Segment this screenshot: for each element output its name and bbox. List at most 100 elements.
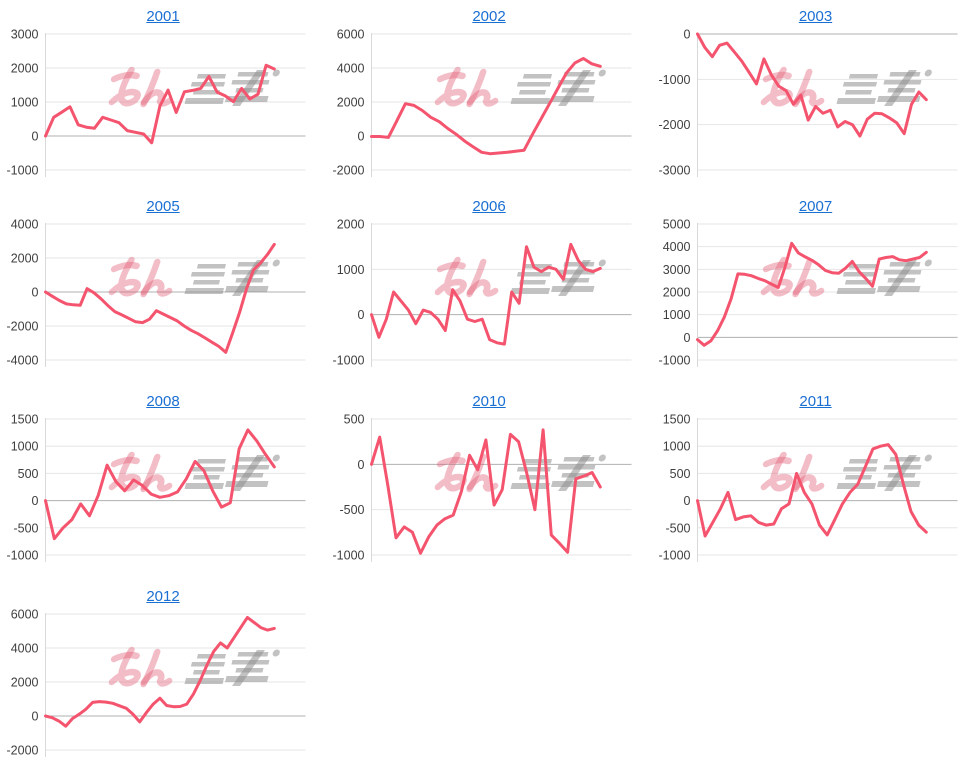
year-link[interactable]: 2003 <box>798 8 833 25</box>
data-series-line <box>370 57 602 156</box>
y-tick-label: -1000 <box>7 549 39 563</box>
y-tick-label: 4000 <box>11 218 39 232</box>
y-tick-label: 5000 <box>663 218 691 232</box>
y-tick-label: 1000 <box>11 96 39 110</box>
y-tick-label: 0 <box>358 130 365 144</box>
data-series-line <box>370 242 602 346</box>
chart-title: 2003 <box>652 0 979 28</box>
year-link[interactable]: 2011 <box>799 393 832 410</box>
year-link[interactable]: 2005 <box>146 198 180 215</box>
y-tick-label: -1000 <box>333 354 365 368</box>
y-tick-label: 2000 <box>11 62 39 76</box>
y-tick-label: -2000 <box>659 118 691 132</box>
year-chart-card: 2007 5000 4000 3000 2000 1000 0 -1000 <box>652 190 979 385</box>
chart-title: 2007 <box>652 190 979 218</box>
year-chart-card: 2001 3000 2000 1000 0 -1000 <box>0 0 326 190</box>
y-tick-label: 500 <box>18 467 39 481</box>
line-chart: 1500 1000 500 0 -500 -1000 <box>659 413 958 563</box>
year-link[interactable]: 2008 <box>146 393 180 410</box>
data-series-line <box>44 428 276 541</box>
y-tick-label: -1000 <box>333 549 365 563</box>
minkabu-watermark-icon <box>108 256 280 298</box>
chart-title: 2012 <box>0 580 326 608</box>
y-tick-label: 0 <box>32 494 39 508</box>
y-tick-label: 4000 <box>337 62 365 76</box>
y-tick-label: 1000 <box>337 263 365 277</box>
minkabu-watermark-icon <box>760 66 932 108</box>
year-link[interactable]: 2007 <box>798 198 833 215</box>
y-tick-label: 1500 <box>11 413 39 427</box>
year-link[interactable]: 2002 <box>472 8 506 25</box>
y-tick-label: 2000 <box>337 218 365 232</box>
y-tick-label: 4000 <box>663 240 691 254</box>
line-chart: 5000 4000 3000 2000 1000 0 -1000 <box>659 218 958 368</box>
y-tick-label: 1500 <box>663 413 691 427</box>
year-chart-card: 2008 1500 1000 500 0 -500 -1000 <box>0 385 326 580</box>
y-tick-label: -1000 <box>659 354 691 368</box>
year-link[interactable]: 2006 <box>472 198 506 215</box>
y-tick-label: -1000 <box>659 549 691 563</box>
minkabu-watermark-icon <box>108 646 280 688</box>
chart-title: 2002 <box>326 0 652 28</box>
year-link[interactable]: 2010 <box>472 393 506 410</box>
chart-title: 2005 <box>0 190 326 218</box>
data-series-line <box>44 615 276 728</box>
y-tick-label: -500 <box>339 503 364 517</box>
line-chart: 0 -1000 -2000 -3000 <box>659 28 958 178</box>
data-series-line <box>370 428 602 555</box>
data-series-line <box>44 242 276 354</box>
y-tick-label: 2000 <box>11 676 39 690</box>
y-tick-label: -4000 <box>7 354 39 368</box>
minkabu-watermark-icon <box>434 66 606 108</box>
y-tick-label: 1000 <box>11 440 39 454</box>
year-chart-card: 2005 4000 2000 0 -2000 -4000 <box>0 190 326 385</box>
y-tick-label: -500 <box>13 521 38 535</box>
y-tick-label: 6000 <box>337 28 365 42</box>
minkabu-watermark-icon <box>434 256 606 298</box>
y-tick-label: -2000 <box>333 164 365 178</box>
minkabu-watermark-icon <box>108 451 280 493</box>
data-series-line <box>696 241 928 347</box>
year-chart-card: 2011 1500 1000 500 0 -500 -1000 <box>652 385 979 580</box>
line-chart: 1500 1000 500 0 -500 -1000 <box>7 413 306 563</box>
data-series-line <box>696 443 928 538</box>
year-chart-card: 2002 6000 4000 2000 0 -2000 <box>326 0 652 190</box>
chart-title: 2006 <box>326 190 652 218</box>
line-chart: 3000 2000 1000 0 -1000 <box>7 28 306 178</box>
line-chart: 6000 4000 2000 0 -2000 <box>333 28 632 178</box>
y-tick-label: -1000 <box>659 73 691 87</box>
y-tick-label: 500 <box>670 467 691 481</box>
minkabu-watermark-icon <box>760 451 932 493</box>
y-tick-label: 6000 <box>11 608 39 622</box>
y-tick-label: 0 <box>684 494 691 508</box>
chart-title: 2011 <box>652 385 979 413</box>
y-tick-label: -1000 <box>7 164 39 178</box>
year-link[interactable]: 2001 <box>146 8 180 25</box>
y-tick-label: -500 <box>665 521 690 535</box>
y-tick-label: 0 <box>358 458 365 472</box>
data-series-line <box>44 63 276 145</box>
line-chart: 500 0 -500 -1000 <box>333 413 632 563</box>
y-tick-label: 3000 <box>663 263 691 277</box>
y-tick-label: 0 <box>684 331 691 345</box>
y-tick-label: 0 <box>32 286 39 300</box>
y-tick-label: 3000 <box>11 28 39 42</box>
y-tick-label: 2000 <box>11 252 39 266</box>
y-tick-label: 2000 <box>337 96 365 110</box>
chart-title: 2001 <box>0 0 326 28</box>
year-link[interactable]: 2012 <box>146 588 180 605</box>
year-chart-card: 2003 0 -1000 -2000 -3000 <box>652 0 979 190</box>
chart-title: 2008 <box>0 385 326 413</box>
y-tick-label: 0 <box>32 710 39 724</box>
year-chart-card: 2012 6000 4000 2000 0 -2000 <box>0 580 326 766</box>
y-tick-label: -3000 <box>659 164 691 178</box>
chart-title: 2010 <box>326 385 652 413</box>
y-tick-label: 0 <box>358 308 365 322</box>
data-series-line <box>696 32 928 138</box>
y-tick-label: 4000 <box>11 642 39 656</box>
year-chart-card: 2006 2000 1000 0 -1000 <box>326 190 652 385</box>
y-tick-label: 2000 <box>663 286 691 300</box>
y-tick-label: 500 <box>344 413 365 427</box>
line-chart: 6000 4000 2000 0 -2000 <box>7 608 306 758</box>
minkabu-watermark-icon <box>108 66 280 108</box>
